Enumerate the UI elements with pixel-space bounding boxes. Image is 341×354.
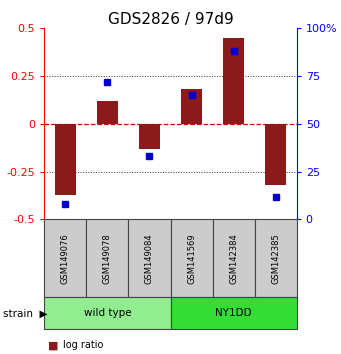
Text: ■: ■: [48, 340, 58, 350]
Text: GSM149076: GSM149076: [61, 233, 70, 284]
Text: wild type: wild type: [84, 308, 131, 318]
Bar: [212, 219, 255, 297]
Bar: [55, 124, 76, 195]
Text: GSM142385: GSM142385: [271, 233, 280, 284]
Title: GDS2826 / 97d9: GDS2826 / 97d9: [108, 12, 233, 27]
Bar: [255, 219, 297, 297]
Bar: [97, 101, 118, 124]
Text: strain  ▶: strain ▶: [3, 308, 48, 318]
Text: log ratio: log ratio: [63, 340, 103, 350]
Bar: [86, 219, 129, 297]
Text: GSM142384: GSM142384: [229, 233, 238, 284]
Bar: [181, 90, 202, 124]
Text: GSM149084: GSM149084: [145, 233, 154, 284]
Bar: [170, 219, 212, 297]
Bar: [129, 219, 170, 297]
Bar: [44, 297, 170, 329]
Text: GSM141569: GSM141569: [187, 233, 196, 284]
Bar: [223, 38, 244, 124]
Bar: [139, 124, 160, 149]
Text: GSM149078: GSM149078: [103, 233, 112, 284]
Bar: [170, 297, 297, 329]
Bar: [265, 124, 286, 185]
Bar: [44, 219, 86, 297]
Text: NY1DD: NY1DD: [215, 308, 252, 318]
